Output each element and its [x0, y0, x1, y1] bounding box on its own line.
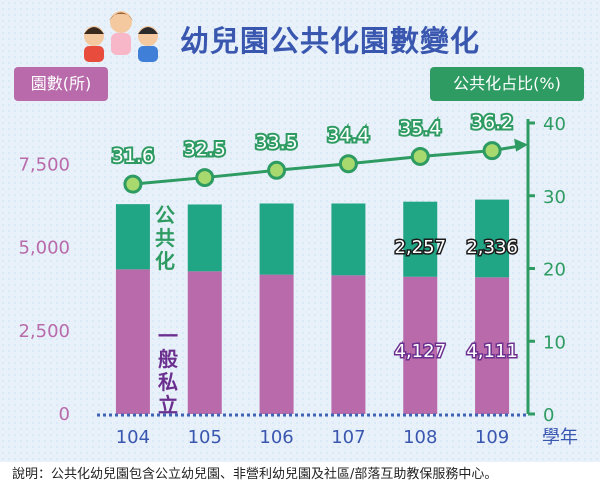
public-bar: [403, 201, 438, 277]
private-series-label-char: 私: [158, 370, 178, 394]
right-axis-tick-label: 0: [543, 405, 554, 426]
stacked-bar-line-chart: 0 2,500 5,000 7,500 0 10 20 30 40 104 105 106 107 108…: [18, 110, 578, 448]
public-bar-value-label: 2,257: [394, 237, 446, 258]
public-bar: [187, 204, 222, 272]
footnote: 說明：公共化幼兒園包含公立幼兒園、非營利幼兒園及社區/部落互助教保服務中心。: [0, 462, 600, 500]
left-axis-badge: 園數(所): [14, 67, 108, 101]
x-axis-unit-label: 學年: [542, 427, 578, 448]
public-bar: [259, 203, 294, 275]
private-series-label-char: 般: [158, 347, 178, 371]
private-bar: [259, 274, 294, 414]
children-illustration: [84, 11, 158, 62]
private-series-label-char: 立: [158, 393, 178, 417]
public-bar: [475, 199, 510, 278]
share-value-label: 32.5: [184, 139, 226, 161]
share-marker: [338, 154, 358, 174]
private-bar: [331, 275, 366, 414]
share-value-label: 36.2: [471, 112, 513, 134]
x-axis-tick-label: 104: [116, 427, 150, 448]
share-value-label: 35.4: [399, 117, 441, 139]
left-axis-tick-label: 2,500: [18, 321, 70, 342]
share-marker: [410, 146, 430, 166]
right-axis-tick-label: 20: [543, 260, 566, 281]
share-marker: [123, 174, 143, 194]
private-bar-value-label: 4,111: [466, 341, 518, 362]
private-bar: [475, 277, 510, 414]
share-marker: [195, 168, 215, 188]
share-value-label: 33.5: [255, 131, 297, 153]
share-value-label: 34.4: [327, 125, 369, 147]
x-axis-tick-label: 105: [188, 427, 222, 448]
public-series-label-char: 公: [155, 203, 175, 227]
share-marker: [482, 141, 502, 161]
private-bar: [403, 276, 438, 414]
x-axis-tick-label: 109: [475, 427, 509, 448]
public-bar: [331, 203, 366, 276]
public-bar: [115, 204, 150, 270]
right-axis-tick-label: 30: [543, 187, 566, 208]
public-series-label-char: 化: [155, 249, 175, 273]
left-axis-tick-label: 0: [59, 404, 70, 425]
public-series-label-char: 共: [155, 226, 175, 250]
share-marker: [267, 160, 287, 180]
right-axis-badge: 公共化占比(%): [430, 67, 584, 101]
x-axis-tick-label: 106: [259, 427, 293, 448]
left-axis-tick-label: 7,500: [18, 155, 70, 176]
private-bar: [115, 269, 150, 414]
private-series-label-char: 一: [158, 324, 178, 348]
private-bar: [187, 271, 222, 414]
right-axis-tick-label: 10: [543, 332, 566, 353]
right-axis-tick-label: 40: [543, 114, 566, 135]
share-line-arrow: [514, 138, 529, 152]
public-bar-value-label: 2,336: [466, 237, 518, 258]
share-value-label: 31.6: [112, 145, 154, 167]
private-bar-value-label: 4,127: [394, 341, 446, 362]
chart-title: 幼兒園公共化園數變化: [180, 24, 481, 58]
x-axis-tick-label: 108: [403, 427, 437, 448]
x-axis-tick-label: 107: [331, 427, 365, 448]
left-axis-tick-label: 5,000: [18, 238, 70, 259]
